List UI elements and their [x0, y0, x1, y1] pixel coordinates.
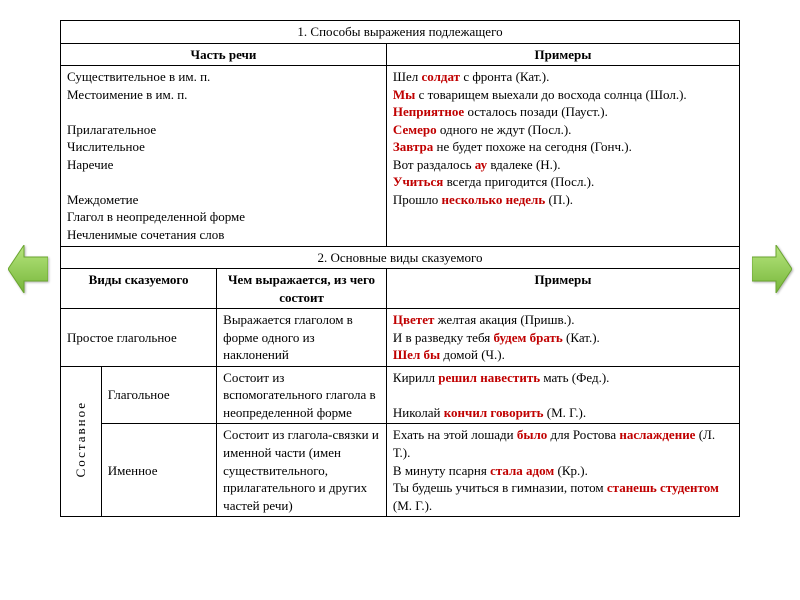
part-row: Нечленимые сочетания слов: [67, 226, 380, 244]
part-row: Существительное в им. п.: [67, 68, 380, 86]
example-row: Вот раздалось ау вдалеке (Н.).: [393, 156, 733, 174]
examples-cell: Шел солдат с фронта (Кат.). Мы с товарищ…: [386, 66, 739, 246]
part-row: Местоимение в им. п.: [67, 86, 380, 104]
section2-col2: Чем выражается, из чего состоит: [217, 269, 387, 309]
part-row: Числительное: [67, 138, 380, 156]
example-row: Завтра не будет похоже на сегодня (Гонч.…: [393, 138, 733, 156]
predicate-nominal-expr: Состоит из глагола-связки и именной част…: [217, 424, 387, 517]
section1-col2: Примеры: [386, 43, 739, 66]
example-row: Мы с товарищем выехали до восхода солнца…: [393, 86, 733, 104]
part-row: Прилагательное: [67, 121, 380, 139]
predicate-simple-ex: Цветет желтая акация (Пришв.). И в разве…: [386, 309, 739, 367]
section2-col3: Примеры: [386, 269, 739, 309]
example-row: Неприятное осталось позади (Пауст.).: [393, 103, 733, 121]
section2-title: 2. Основные виды сказуемого: [61, 246, 740, 269]
predicate-nominal-ex: Ехать на этой лошади было для Ростова на…: [386, 424, 739, 517]
section1-col1: Часть речи: [61, 43, 387, 66]
part-row: Наречие: [67, 156, 380, 174]
example-row: Учиться всегда пригодится (Посл.).: [393, 173, 733, 191]
parts-of-speech-cell: Существительное в им. п. Местоимение в и…: [61, 66, 387, 246]
predicate-verbal-expr: Состоит из вспомогательного глагола в не…: [217, 366, 387, 424]
example-row: Шел солдат с фронта (Кат.).: [393, 68, 733, 86]
part-row: Глагол в неопределенной форме: [67, 208, 380, 226]
predicate-simple-name: Простое глагольное: [61, 309, 217, 367]
part-row: Междометие: [67, 191, 380, 209]
predicate-verbal-name: Глагольное: [101, 366, 216, 424]
predicate-nominal-name: Именное: [101, 424, 216, 517]
example-row: Прошло несколько недель (П.).: [393, 191, 733, 209]
grammar-table: 1. Способы выражения подлежащего Часть р…: [60, 20, 740, 517]
prev-arrow-icon[interactable]: [8, 245, 48, 293]
predicate-simple-expr: Выражается глаголом в форме одного из на…: [217, 309, 387, 367]
example-row: Семеро одного не ждут (Посл.).: [393, 121, 733, 139]
section1-title: 1. Способы выражения подлежащего: [61, 21, 740, 44]
section2-col1: Виды сказуемого: [61, 269, 217, 309]
compound-label: Составное: [61, 366, 102, 516]
next-arrow-icon[interactable]: [752, 245, 792, 293]
predicate-verbal-ex: Кирилл решил навестить мать (Фед.). Нико…: [386, 366, 739, 424]
